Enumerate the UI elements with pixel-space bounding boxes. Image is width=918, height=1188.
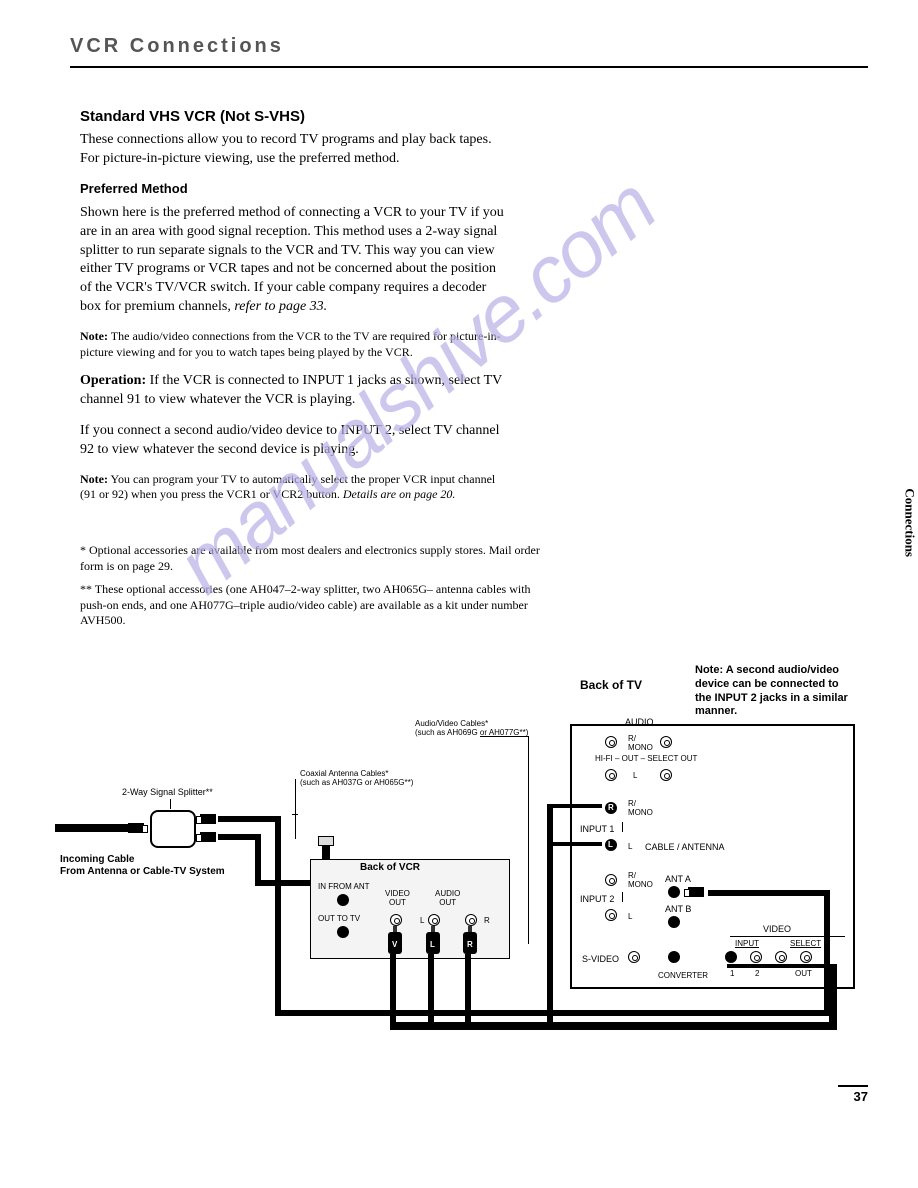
tv-back-panel	[570, 724, 855, 989]
video-input-1	[725, 951, 737, 963]
l-label-2: L	[628, 842, 632, 851]
footnote-1: * Optional accessories are available fro…	[70, 543, 550, 574]
r-mono-1: R/ MONO	[628, 734, 653, 752]
r-mono-3: R/ MONO	[628, 871, 653, 889]
select-label: SELECT	[790, 939, 821, 948]
ant-a-jack	[668, 886, 680, 898]
input2-l-jack	[605, 909, 617, 921]
svideo-jack	[628, 951, 640, 963]
vcr-audio-l-jack	[428, 914, 440, 926]
preferred-body: Shown here is the preferred method of co…	[70, 204, 510, 317]
note-1: Note: The audio/video connections from t…	[70, 329, 510, 360]
ant-b-label: ANT B	[665, 904, 691, 914]
splitter-label: 2-Way Signal Splitter**	[122, 787, 213, 797]
connection-diagram: Back of TV Note: A second audio/video de…	[70, 664, 868, 1084]
page-number: 37	[838, 1085, 868, 1104]
operation-paragraph: Operation: If the VCR is connected to IN…	[70, 372, 510, 410]
converter-jack	[668, 951, 680, 963]
footnotes: * Optional accessories are available fro…	[70, 543, 868, 629]
side-tab: VCR Connections	[902, 488, 918, 557]
video-input-2	[750, 951, 762, 963]
l-label-3: L	[628, 912, 632, 921]
input2-r-jack	[605, 874, 617, 886]
vcr-video-out-jack	[390, 914, 402, 926]
ant-a-connector	[688, 887, 704, 897]
converter-label: CONVERTER	[658, 971, 708, 980]
ant-a-label: ANT A	[665, 874, 691, 884]
section-title: Standard VHS VCR (Not S-VHS)	[70, 108, 868, 125]
splitter-out-b	[200, 832, 216, 842]
two-label: 2	[755, 969, 759, 978]
vcr-back-panel	[310, 859, 510, 959]
note-2-ref: Details are on page 20.	[343, 487, 456, 501]
in-from-ant-label: IN FROM ANT	[318, 882, 370, 891]
diagram-note: Note: A second audio/video device can be…	[695, 664, 850, 719]
coax-label: Coaxial Antenna Cables* (such as AH037G …	[300, 769, 413, 787]
side-tab-l2: Connections	[903, 488, 918, 557]
video-sel-1	[775, 951, 787, 963]
out-label: OUT	[795, 969, 812, 978]
intro-paragraph: These connections allow you to record TV…	[70, 131, 510, 169]
out-to-tv-label: OUT TO TV	[318, 914, 360, 923]
svideo-label: S-VIDEO	[582, 954, 619, 964]
preferred-heading: Preferred Method	[70, 181, 868, 196]
hifi-label: HI-FI – OUT – SELECT OUT	[595, 754, 697, 763]
av-cable-label: Audio/Video Cables* (such as AH069G or A…	[415, 719, 528, 737]
ant-b-jack	[668, 916, 680, 928]
back-of-vcr-label: Back of VCR	[360, 862, 420, 874]
input2-label: INPUT 2	[580, 894, 614, 904]
one-label: 1	[730, 969, 734, 978]
hifi-r-jack	[605, 736, 617, 748]
operation-lead: Operation:	[80, 373, 146, 388]
back-of-tv-label: Back of TV	[580, 679, 642, 693]
incoming-cable-end	[128, 823, 144, 833]
in-from-ant-jack	[337, 894, 349, 906]
page-header: VCR Connections	[70, 35, 868, 68]
out-to-tv-jack	[337, 926, 349, 938]
hifi-l-jack	[660, 736, 672, 748]
incoming-label: Incoming Cable From Antenna or Cable-TV …	[60, 854, 225, 877]
preferred-ref: refer to page 33.	[234, 299, 327, 314]
vcr-audio-r-jack	[465, 914, 477, 926]
video-label: VIDEO	[763, 924, 791, 934]
note-2-lead: Note:	[80, 472, 108, 486]
splitter-out-a	[200, 814, 216, 824]
second-device-paragraph: If you connect a second audio/video devi…	[70, 422, 510, 460]
select-l-jack	[660, 769, 672, 781]
l-label-1: L	[633, 771, 637, 780]
r-mono-2: R/ MONO	[628, 799, 653, 817]
footnote-2: ** These optional accessories (one AH047…	[70, 582, 550, 629]
note-1-lead: Note:	[80, 329, 108, 343]
preferred-text: Shown here is the preferred method of co…	[80, 205, 504, 314]
select-r-jack	[605, 769, 617, 781]
note-1-text: The audio/video connections from the VCR…	[80, 329, 501, 359]
splitter-box	[150, 810, 196, 848]
cable-antenna-label: CABLE / ANTENNA	[645, 842, 725, 852]
input1-label: INPUT 1	[580, 824, 614, 834]
incoming-cable-line	[55, 824, 135, 832]
audio-label: AUDIO	[625, 717, 654, 727]
input-label: INPUT	[735, 939, 759, 948]
video-out-label: VIDEO OUT	[385, 889, 410, 907]
video-sel-2	[800, 951, 812, 963]
audio-out-label: AUDIO OUT	[435, 889, 460, 907]
note-2: Note: You can program your TV to automat…	[70, 472, 510, 503]
